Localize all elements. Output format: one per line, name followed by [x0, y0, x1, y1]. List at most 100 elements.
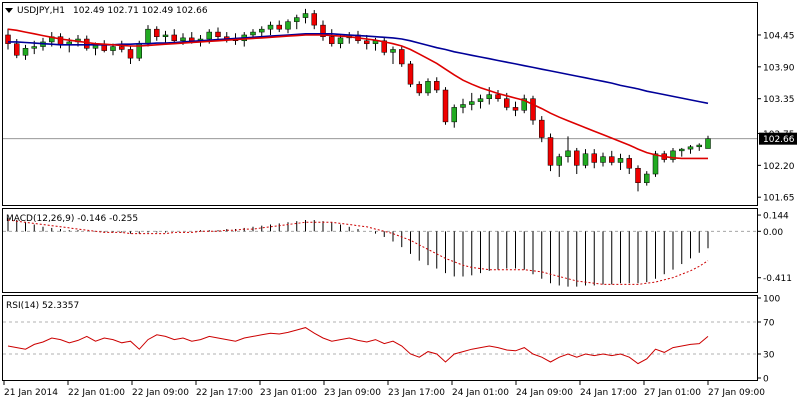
candle: [556, 153, 562, 177]
candle-body: [512, 107, 519, 111]
candle: [337, 34, 344, 49]
candle-body: [696, 144, 702, 148]
candle-body: [547, 137, 554, 166]
candle-body: [127, 49, 134, 59]
candle: [5, 28, 11, 50]
candle: [460, 98, 466, 114]
candle-body: [311, 13, 317, 26]
x-tick-label: 22 Jan 01:00: [68, 388, 125, 398]
candle: [547, 133, 554, 172]
x-tick-label: 24 Jan 17:00: [580, 388, 637, 398]
candle-body: [556, 156, 562, 166]
candle-body: [145, 28, 151, 44]
candle: [626, 154, 632, 175]
candle: [469, 92, 475, 111]
dropdown-arrow-icon[interactable]: [5, 8, 13, 13]
candle-body: [171, 34, 177, 42]
candle-body: [582, 153, 589, 166]
candle-body: [14, 43, 20, 56]
candle: [617, 153, 624, 170]
moving-averages: [7, 28, 709, 160]
candle: [162, 30, 169, 43]
candle-body: [119, 46, 125, 50]
candle-body: [442, 89, 449, 123]
candle: [320, 20, 326, 41]
candle-body: [530, 98, 536, 121]
candle: [565, 136, 571, 163]
candle-body: [22, 48, 29, 56]
candle-body: [425, 81, 431, 94]
candle-body: [399, 49, 405, 65]
candle-body: [407, 63, 414, 85]
candle: [574, 147, 580, 175]
candle: [267, 21, 274, 35]
candle: [294, 14, 300, 30]
candle-body: [574, 150, 580, 166]
candle-body: [460, 104, 466, 108]
rsi-y-label: 0: [763, 375, 769, 385]
candle-body: [180, 37, 186, 42]
candle-body: [600, 156, 606, 163]
x-tick-label: 23 Jan 01:00: [260, 388, 317, 398]
candle-body: [320, 24, 326, 37]
macd-y-label: -0.411: [763, 274, 792, 284]
ma-fast-line: [7, 28, 708, 160]
price-y-label: 101.65: [763, 194, 795, 204]
candle: [215, 27, 221, 41]
candle: [635, 165, 641, 192]
chart-header: USDJPY,H1 102.49 102.71 102.49 102.66: [5, 6, 208, 16]
ohlc-label: 102.49 102.71 102.49 102.66: [73, 6, 208, 16]
candle-body: [652, 153, 659, 175]
price-y-label: 103.90: [763, 63, 795, 73]
candle: [425, 78, 431, 96]
macd-title: MACD(12,26,9) -0.146 -0.255: [6, 214, 138, 224]
candle-body: [477, 98, 484, 102]
candle-body: [5, 34, 11, 44]
x-tick-label: 24 Jan 09:00: [516, 388, 573, 398]
rsi-y-label: 30: [763, 351, 775, 361]
candle: [399, 46, 405, 67]
candle-body: [189, 37, 195, 42]
macd-signal-path: [7, 219, 709, 285]
candle-body: [329, 36, 335, 44]
candle: [521, 94, 527, 114]
candle: [285, 19, 291, 34]
candle-body: [670, 150, 676, 160]
candle: [22, 44, 29, 60]
candle-body: [635, 167, 641, 183]
candle-body: [84, 38, 90, 49]
candle-body: [451, 107, 457, 123]
candle-body: [705, 138, 711, 149]
candle: [477, 94, 484, 109]
symbol-label: USDJPY,H1: [17, 6, 65, 16]
candle-body: [591, 153, 597, 163]
candle: [644, 171, 650, 186]
candle-body: [521, 98, 527, 111]
candle-body: [154, 28, 160, 37]
candle-body: [337, 37, 344, 44]
candle: [329, 29, 335, 47]
candle-body: [302, 13, 309, 18]
candle-body: [469, 101, 475, 105]
candle: [705, 135, 711, 149]
rsi-pane-frame: [2, 295, 758, 381]
x-tick-label: 22 Jan 09:00: [132, 388, 189, 398]
candle: [442, 87, 449, 125]
candle-body: [31, 46, 37, 49]
candle-body: [644, 173, 650, 183]
candle: [600, 152, 606, 167]
candle: [687, 145, 694, 154]
candle-body: [215, 31, 221, 37]
candle-body: [687, 146, 694, 150]
candle-body: [486, 94, 492, 99]
candle: [381, 36, 387, 56]
candle: [154, 26, 160, 41]
price-y-label: 102.20: [763, 162, 795, 172]
candle-body: [617, 158, 624, 163]
candle-body: [679, 148, 685, 152]
candle: [530, 95, 536, 125]
current-price-tag: 102.66: [759, 132, 797, 145]
candle-body: [101, 44, 107, 51]
candle-body: [259, 28, 265, 33]
